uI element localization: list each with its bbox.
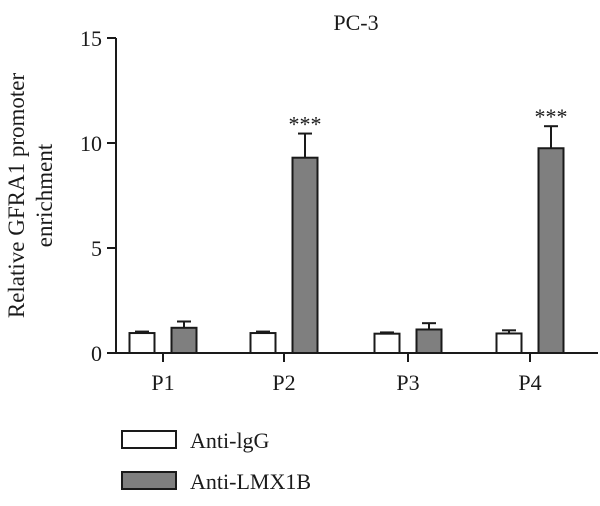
legend-swatch-anti-lmx1b — [121, 471, 177, 490]
bar-anti-lmx1b-p1 — [170, 326, 198, 354]
y-tick-label: 5 — [91, 236, 102, 261]
x-tick-label-p2: P2 — [272, 370, 295, 395]
x-tick-label-p1: P1 — [151, 370, 174, 395]
y-tick-label: 15 — [80, 26, 102, 51]
chart-title: PC-3 — [333, 10, 378, 35]
legend-label-anti-lmx1b: Anti-LMX1B — [190, 469, 311, 494]
x-tick-label-p3: P3 — [396, 370, 419, 395]
plot-area: PC-3 Relative GFRA1 promoter enrichment 0 5 1… — [4, 10, 598, 494]
y-tick-label: 10 — [80, 131, 102, 156]
significance-label-p2: *** — [289, 112, 322, 137]
bar-anti-igg-p3 — [373, 332, 401, 354]
y-tick-label: 0 — [91, 341, 102, 366]
bar-anti-igg-p4 — [495, 332, 523, 355]
bar-anti-lmx1b-p3 — [415, 328, 443, 355]
significance-label-p4: *** — [535, 104, 568, 129]
bar-anti-lmx1b-p4 — [537, 147, 565, 354]
x-tick-label-p4: P4 — [518, 370, 541, 395]
y-axis-label-line-2: enrichment — [32, 143, 57, 247]
bar-anti-igg-p2 — [249, 332, 277, 354]
legend-swatch-anti-igg — [121, 430, 177, 449]
legend-label-anti-igg: Anti-lgG — [190, 428, 270, 453]
bar-anti-lmx1b-p2 — [291, 156, 319, 354]
y-axis-label-line-1: Relative GFRA1 promoter — [4, 73, 29, 319]
bar-anti-igg-p1 — [128, 332, 156, 354]
